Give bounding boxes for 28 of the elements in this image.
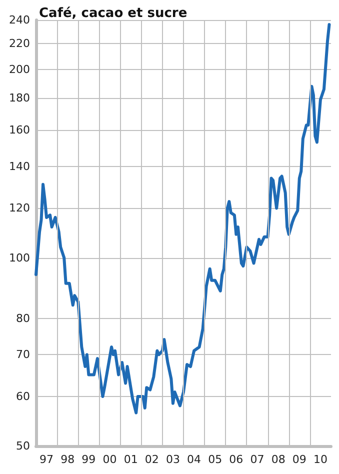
x-tick-label: 09 [292, 453, 306, 466]
y-tick-label: 140 [9, 160, 30, 173]
x-tick-label: 05 [208, 453, 222, 466]
x-tick-label: 08 [271, 453, 286, 466]
x-tick-label: 03 [166, 453, 180, 466]
y-tick-label: 120 [9, 202, 30, 215]
x-tick-label: 00 [102, 453, 117, 466]
y-tick-label: 60 [16, 390, 30, 403]
y-tick-label: 50 [16, 440, 30, 452]
x-tick-label: 97 [40, 453, 54, 466]
x-tick-label: 06 [229, 453, 244, 466]
y-tick-label: 240 [9, 14, 30, 26]
y-tick-label: 80 [16, 312, 30, 325]
x-tick-label: 98 [60, 453, 75, 466]
y-tick-label: 220 [9, 37, 30, 50]
y-tick-label: 180 [9, 92, 30, 105]
x-tick-label: 01 [124, 453, 138, 466]
x-tick-label: 99 [82, 453, 96, 466]
chart-title: Café, cacao et sucre [39, 6, 188, 21]
line-series [34, 23, 331, 414]
y-tick-label: 200 [9, 63, 30, 76]
x-tick-label: 10 [313, 453, 328, 466]
x-tick-label: 02 [144, 453, 159, 466]
y-tick-label: 160 [9, 124, 30, 137]
x-tick-label: 04 [187, 453, 202, 466]
x-tick-label: 07 [250, 453, 264, 466]
y-tick-label: 70 [16, 348, 30, 362]
y-tick-label: 100 [9, 251, 30, 264]
